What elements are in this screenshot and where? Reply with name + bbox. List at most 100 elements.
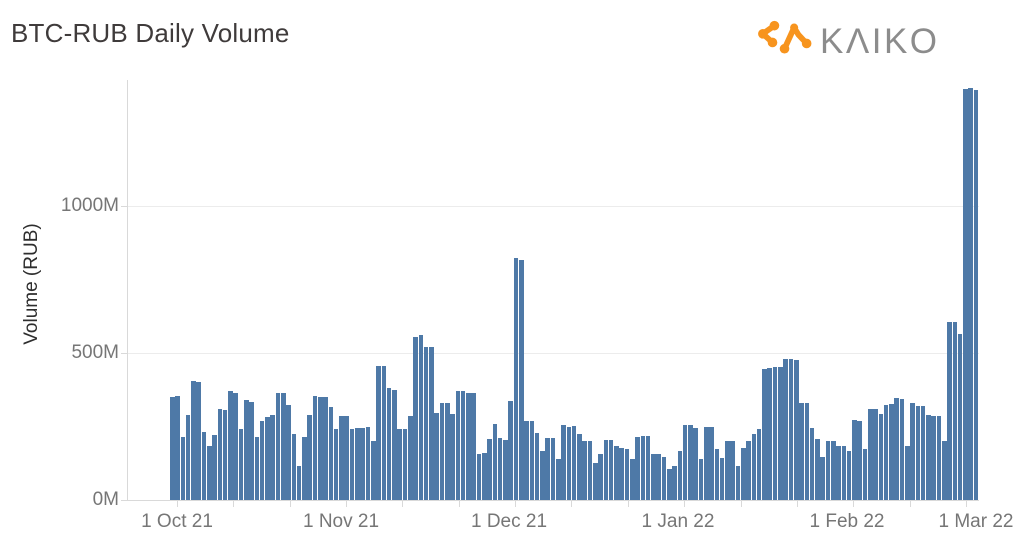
volume-bar (196, 382, 202, 500)
volume-bar (836, 445, 841, 500)
volume-bar (418, 335, 424, 500)
chart-title: BTC-RUB Daily Volume (11, 18, 290, 48)
volume-bar (746, 440, 751, 500)
volume-bar (180, 436, 186, 500)
volume-bar (402, 429, 408, 500)
volume-bar (788, 359, 794, 500)
volume-bar (423, 346, 429, 500)
volume-bar (392, 389, 397, 500)
volume-bar (328, 407, 334, 500)
volume-bar (957, 333, 963, 500)
volume-bar (582, 440, 587, 500)
volume-bar (175, 395, 180, 500)
volume-bar (704, 426, 709, 500)
x-tick-label: 1 Jan 22 (641, 511, 715, 532)
x-tick-mark (458, 501, 460, 507)
x-tick-label: 1 Oct 21 (141, 511, 213, 532)
volume-bar (815, 438, 820, 500)
volume-bar (873, 409, 878, 500)
x-tick-mark (571, 501, 573, 507)
volume-bar (561, 425, 566, 500)
volume-bar (286, 404, 291, 500)
volume-bar (508, 400, 513, 500)
volume-bar (471, 392, 476, 500)
volume-bar (275, 392, 281, 500)
kaiko-logo: KΛIKO (756, 16, 986, 68)
volume-bar (799, 402, 804, 500)
volume-bar (259, 420, 265, 500)
volume-bar (614, 445, 619, 500)
volume-bar (751, 433, 757, 500)
volume-bar (719, 457, 725, 500)
volume-bar (370, 440, 376, 500)
volume-bar (804, 402, 810, 500)
volume-bar (846, 450, 852, 500)
x-tick-mark (909, 501, 911, 507)
x-tick-mark (853, 501, 855, 507)
volume-bar (270, 414, 276, 500)
volume-bar (302, 436, 307, 500)
volume-bar (170, 397, 175, 500)
volume-bar (540, 450, 545, 500)
volume-bar (413, 336, 418, 500)
volume-bar (222, 410, 228, 500)
volume-bar (318, 397, 323, 500)
y-axis-line (127, 80, 128, 500)
volume-bar (793, 360, 799, 500)
y-tick-label: 0M (92, 489, 119, 510)
volume-bar (450, 413, 455, 500)
volume-bar (254, 436, 260, 500)
volume-bar (920, 405, 926, 500)
volume-bar (619, 447, 625, 500)
volume-bar (429, 347, 434, 500)
volume-bar (513, 258, 519, 500)
x-tick-mark (740, 501, 742, 507)
volume-bar (376, 366, 381, 500)
volume-bar (333, 428, 339, 500)
y-gridline (127, 353, 979, 354)
volume-bar (386, 388, 392, 500)
volume-bar (825, 440, 831, 500)
x-tick-label: 1 Feb 22 (809, 511, 885, 532)
y-gridline (127, 206, 979, 207)
volume-bar (630, 458, 635, 500)
volume-bar (307, 414, 313, 500)
volume-bar (603, 439, 609, 500)
x-tick-mark (965, 501, 967, 507)
volume-bar (809, 427, 815, 500)
x-tick-label: 1 Dec 21 (470, 511, 548, 532)
volume-bar (466, 392, 471, 500)
y-tick-label: 500M (71, 342, 119, 363)
volume-bar (904, 446, 910, 500)
volume-bar (217, 408, 223, 500)
volume-bar (444, 402, 450, 500)
volume-bar (645, 435, 651, 500)
volume-bar (407, 415, 413, 500)
volume-bar (291, 433, 297, 500)
volume-bar (889, 404, 894, 500)
x-tick-mark (515, 501, 517, 507)
volume-bar (730, 441, 736, 500)
volume-bar (593, 462, 598, 500)
volume-bar (772, 367, 778, 500)
volume-bar (941, 441, 947, 500)
volume-bar (651, 453, 656, 500)
volume-bar (899, 398, 905, 500)
volume-bar (191, 380, 196, 500)
y-axis-title: Volume (RUB) (21, 223, 42, 345)
volume-bar (296, 465, 302, 500)
x-tick-mark (402, 501, 404, 507)
volume-bar (910, 402, 915, 500)
volume-bar (545, 437, 550, 500)
volume-bar (878, 413, 884, 500)
x-axis-line (127, 500, 979, 501)
volume-bar (360, 427, 365, 500)
volume-bar (883, 405, 889, 500)
x-tick-mark (627, 501, 629, 507)
volume-bar (381, 366, 387, 500)
volume-bar (756, 428, 762, 500)
volume-bar (698, 458, 704, 500)
volume-bar (434, 412, 439, 500)
x-tick-mark (177, 501, 178, 507)
